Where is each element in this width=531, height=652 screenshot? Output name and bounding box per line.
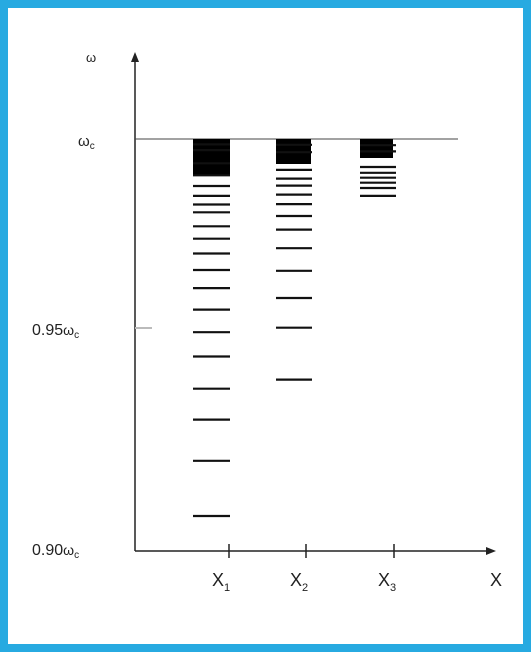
svg-text:0.90ωc: 0.90ωc [32,542,79,561]
y-axis-arrow [131,52,139,62]
y-tick-main: ω [63,542,74,558]
x-tick-label-x2: X2 [290,570,308,594]
y-tick-label-095: 0.95ωc [32,322,79,341]
x-tick-main: X [378,570,390,590]
x-tick-sub: 1 [224,582,230,594]
x-tick-sub: 3 [390,582,396,594]
svg-text:ωc: ωc [78,133,95,152]
x-tick-main: X [212,570,224,590]
x-axis-label: X [490,570,502,590]
x-tick-sub: 2 [302,582,308,594]
svg-text:X2: X2 [290,570,308,594]
x-tick-label-x1: X1 [212,570,230,594]
x-tick-main: X [290,570,302,590]
y-tick-label-omega-c: ωc [78,133,95,152]
svg-text:X3: X3 [378,570,396,594]
level-cluster-x3 [360,139,393,158]
y-tick-label-090: 0.90ωc [32,542,79,561]
y-tick-sub: c [90,141,95,152]
x-axis-arrow [486,547,496,555]
y-tick-sub: c [74,330,79,341]
y-tick-prefix: 0.95 [32,322,63,339]
y-tick-sub: c [74,550,79,561]
svg-text:0.95ωc: 0.95ωc [32,322,79,341]
y-tick-main: ω [63,322,74,338]
energy-levels [193,143,396,518]
svg-text:X1: X1 [212,570,230,594]
x-tick-label-x3: X3 [378,570,396,594]
y-tick-main: ω [78,133,90,150]
y-axis-label: ω [86,50,96,65]
y-tick-prefix: 0.90 [32,542,63,559]
